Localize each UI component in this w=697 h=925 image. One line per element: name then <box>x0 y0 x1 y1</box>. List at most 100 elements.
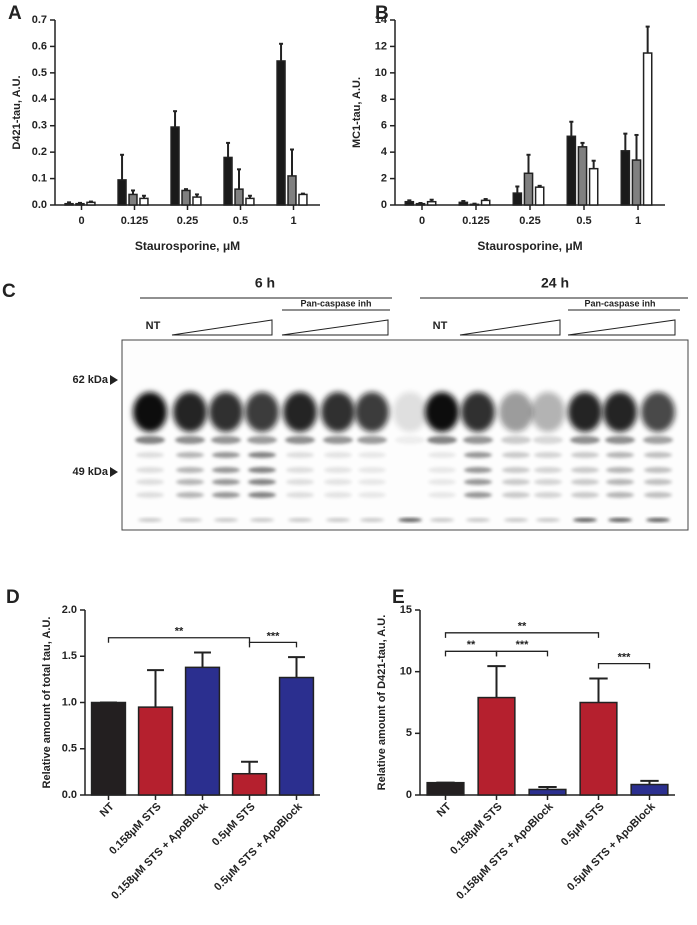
band <box>212 492 240 498</box>
band <box>464 479 492 485</box>
panel-letter: E <box>392 587 405 608</box>
band <box>136 492 164 498</box>
bar <box>90 701 127 796</box>
band <box>502 452 530 458</box>
dose-wedge <box>281 319 389 336</box>
x-tick-label: 0 <box>419 215 425 227</box>
bar <box>278 676 315 796</box>
band <box>288 518 312 522</box>
band <box>248 467 276 473</box>
nt-label: NT <box>146 320 161 332</box>
band <box>358 492 386 498</box>
bar <box>64 202 74 206</box>
bar <box>128 193 138 206</box>
band <box>283 392 317 432</box>
bar <box>477 696 516 796</box>
band <box>464 492 492 498</box>
x-tick-label: 0.5μM STS + ApoBlock <box>565 800 658 893</box>
bar <box>234 188 244 206</box>
band <box>393 392 427 432</box>
band <box>358 452 386 458</box>
bar <box>287 175 297 206</box>
band <box>360 518 384 522</box>
significance-bracket <box>107 637 251 643</box>
y-tick-label: 0.4 <box>32 93 48 105</box>
band <box>571 452 599 458</box>
x-axis-label: Staurosporine, μM <box>135 239 240 253</box>
bar <box>566 135 577 206</box>
x-tick-label: 0.25 <box>177 215 198 227</box>
band <box>286 452 314 458</box>
bar <box>298 193 308 206</box>
band <box>176 452 204 458</box>
bar <box>117 179 127 206</box>
y-tick-label: 0.0 <box>62 789 77 801</box>
y-tick-label: 0.5 <box>62 743 77 755</box>
significance-label: ** <box>175 626 184 638</box>
band <box>644 452 672 458</box>
bar <box>458 201 469 206</box>
band <box>136 467 164 473</box>
y-tick-label: 0.6 <box>32 40 47 52</box>
band <box>212 479 240 485</box>
band <box>606 467 634 473</box>
y-tick-label: 10 <box>375 67 387 79</box>
band <box>428 467 456 473</box>
bar <box>415 202 426 206</box>
band <box>606 479 634 485</box>
band <box>248 492 276 498</box>
dose-wedge <box>459 319 561 336</box>
blot-image <box>133 392 675 522</box>
y-tick-label: 0.5 <box>32 67 47 79</box>
x-tick-label: 0.25 <box>519 215 540 227</box>
bar <box>170 126 180 206</box>
y-tick-label: 1.0 <box>62 696 77 708</box>
bar <box>588 167 599 206</box>
band <box>358 467 386 473</box>
time-label: 24 h <box>541 275 569 291</box>
band <box>428 492 456 498</box>
y-tick-label: 0.0 <box>32 199 47 211</box>
y-tick-label: 14 <box>375 14 388 26</box>
band <box>324 452 352 458</box>
y-tick-label: 6 <box>381 120 387 132</box>
x-tick-label: 0.5μM STS + ApoBlock <box>212 800 305 893</box>
bar <box>276 60 286 206</box>
band <box>464 467 492 473</box>
band <box>644 467 672 473</box>
band <box>504 518 528 522</box>
significance-bracket <box>248 641 298 648</box>
x-tick-label: 0.158μM STS <box>448 801 504 857</box>
y-tick-label: 1.5 <box>62 650 77 662</box>
x-tick-label: 0.5 <box>233 215 248 227</box>
band <box>136 452 164 458</box>
band <box>250 518 274 522</box>
band <box>136 479 164 485</box>
band <box>176 492 204 498</box>
band <box>357 436 387 444</box>
bar <box>528 788 567 796</box>
y-tick-label: 2 <box>381 172 387 184</box>
x-axis-label: Staurosporine, μM <box>477 239 582 253</box>
inhibitor-label: Pan-caspase inh <box>584 298 655 308</box>
band <box>568 392 602 432</box>
bar <box>223 156 233 206</box>
band <box>606 452 634 458</box>
panel-letter: C <box>2 281 16 302</box>
y-axis-label: Relative amount of total tau, A.U. <box>41 617 53 789</box>
band <box>534 492 562 498</box>
bar <box>184 666 221 796</box>
bar <box>404 200 415 206</box>
band <box>211 436 241 444</box>
bar <box>137 706 174 796</box>
band <box>395 436 425 444</box>
band <box>502 467 530 473</box>
band <box>355 392 389 432</box>
band <box>173 392 207 432</box>
band <box>135 436 165 444</box>
band <box>326 518 350 522</box>
significance-bracket <box>444 650 498 657</box>
bar <box>139 197 149 206</box>
band <box>603 392 637 432</box>
inhibitor-label: Pan-caspase inh <box>300 298 371 308</box>
